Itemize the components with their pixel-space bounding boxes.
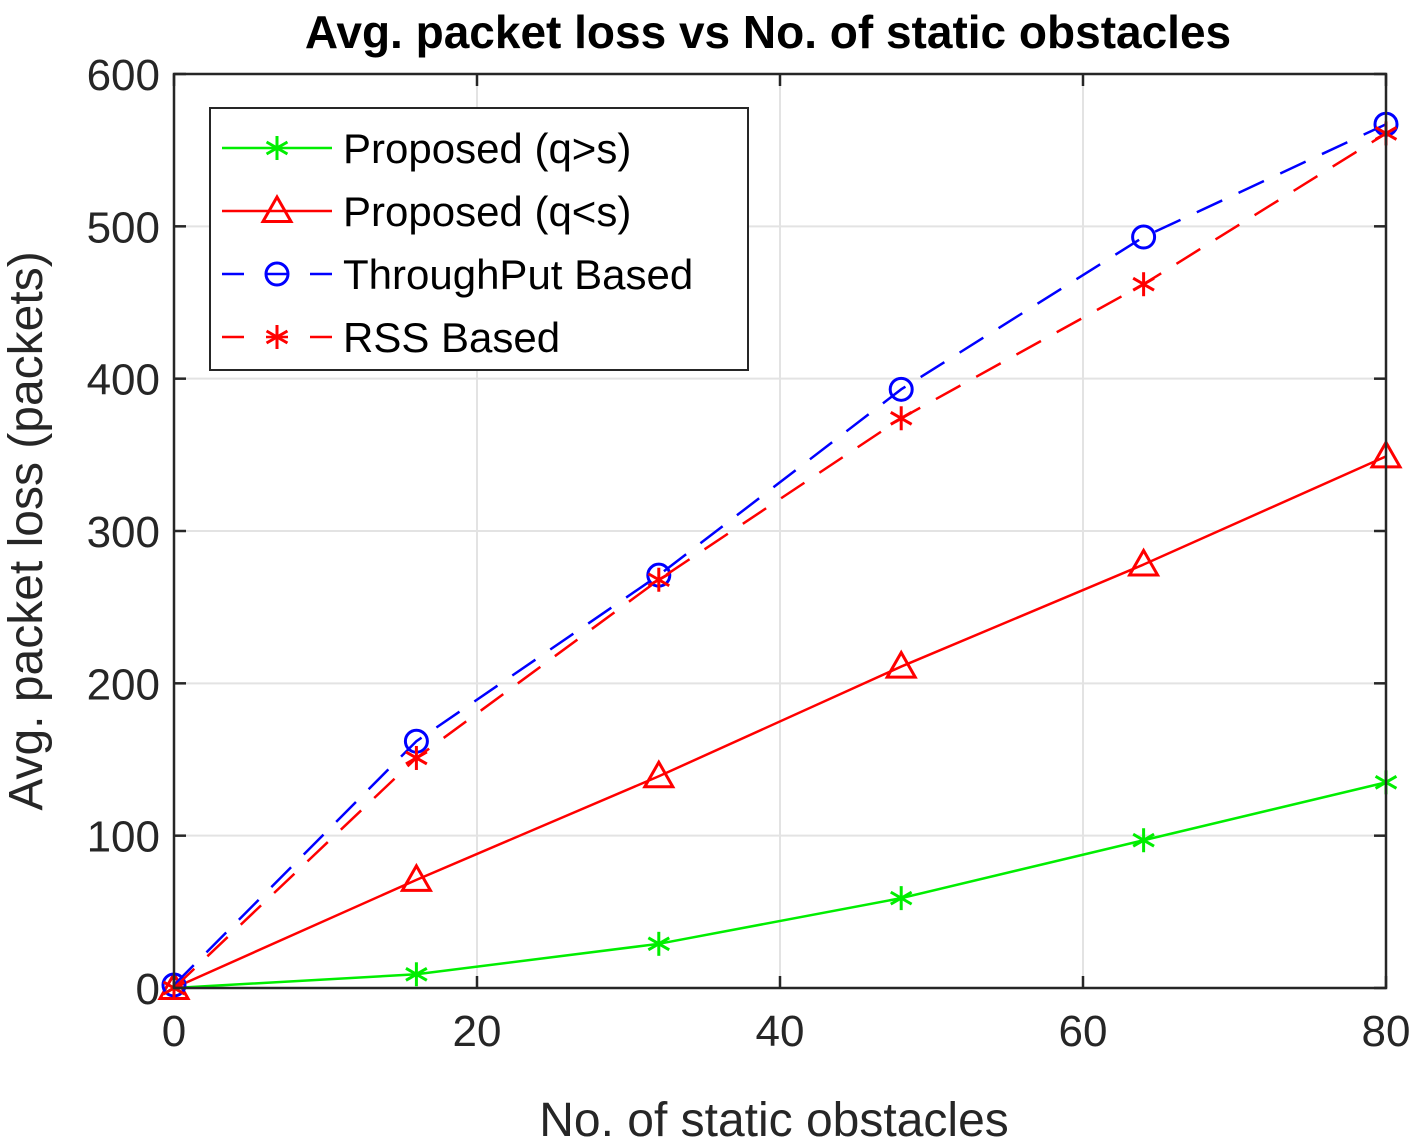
data-point — [890, 886, 913, 911]
data-point — [884, 649, 918, 679]
y-tick-label: 200 — [87, 660, 160, 709]
ticks: 0 20 40 60 80 0 100 200 300 400 500 600 — [87, 51, 1411, 1056]
y-tick-label: 500 — [87, 203, 160, 252]
series-line — [173, 455, 1387, 990]
legend-item: Proposed (q>s) — [222, 125, 631, 172]
data-point — [647, 567, 670, 592]
x-tick-label: 40 — [756, 1007, 805, 1056]
triangle-marker-shape — [642, 759, 676, 789]
data-point — [647, 931, 670, 956]
asterisk-stroke — [265, 140, 289, 156]
asterisk-stroke — [265, 329, 289, 345]
asterisk-stroke — [1132, 276, 1155, 292]
chart-title: Avg. packet loss vs No. of static obstac… — [305, 6, 1231, 58]
asterisk-stroke — [405, 966, 428, 982]
x-tick-label: 20 — [453, 1007, 502, 1056]
circle-marker-shape — [1131, 224, 1157, 250]
y-tick-label: 600 — [87, 51, 160, 100]
circle-marker-shape — [264, 261, 290, 287]
y-tick-label: 0 — [136, 965, 160, 1014]
series-line — [173, 781, 1387, 990]
series-line — [173, 123, 1387, 986]
series-group — [157, 111, 1403, 1000]
legend-item: ThroughPut Based — [222, 251, 693, 298]
legend-marker — [260, 193, 294, 223]
legend-box — [209, 107, 749, 371]
legend-label: Proposed (q>s) — [343, 125, 631, 172]
y-axis-label: Avg. packet loss (packets) — [0, 251, 53, 810]
x-tick-label: 80 — [1362, 1007, 1411, 1056]
triangle-marker-shape — [1127, 547, 1161, 577]
legend-marker — [264, 261, 290, 287]
asterisk-stroke — [890, 410, 913, 426]
series-line — [173, 132, 1387, 989]
legend: Proposed (q>s) Proposed (q<s) ThroughPut B… — [209, 107, 749, 371]
asterisk-stroke — [647, 936, 670, 952]
triangle-marker-shape — [399, 862, 433, 892]
triangle-marker-shape — [884, 649, 918, 679]
legend-item: RSS Based — [222, 314, 560, 361]
data-point — [1127, 547, 1161, 577]
asterisk-stroke — [890, 890, 913, 906]
data-point — [405, 745, 428, 770]
legend-marker — [265, 325, 289, 349]
data-point — [890, 406, 913, 431]
y-tick-label: 100 — [87, 813, 160, 862]
data-point — [1131, 224, 1157, 250]
data-point — [399, 862, 433, 892]
triangle-marker-shape — [260, 193, 294, 223]
y-tick-label: 300 — [87, 508, 160, 557]
circle-marker-shape — [888, 376, 914, 402]
legend-label: RSS Based — [343, 314, 560, 361]
y-tick-label: 400 — [87, 356, 160, 405]
asterisk-stroke — [405, 750, 428, 766]
data-point — [888, 376, 914, 402]
legend-item: Proposed (q<s) — [222, 188, 631, 235]
data-point — [1132, 272, 1155, 297]
data-point — [405, 962, 428, 987]
legend-label: Proposed (q<s) — [343, 188, 631, 235]
asterisk-stroke — [647, 572, 670, 588]
legend-label: ThroughPut Based — [343, 251, 693, 298]
x-tick-label: 0 — [162, 1007, 186, 1056]
legend-marker — [265, 136, 289, 160]
data-point — [642, 759, 676, 789]
x-axis-label: No. of static obstacles — [539, 1094, 1009, 1142]
asterisk-stroke — [1132, 832, 1155, 848]
data-point — [1132, 828, 1155, 853]
x-tick-label: 60 — [1059, 1007, 1108, 1056]
